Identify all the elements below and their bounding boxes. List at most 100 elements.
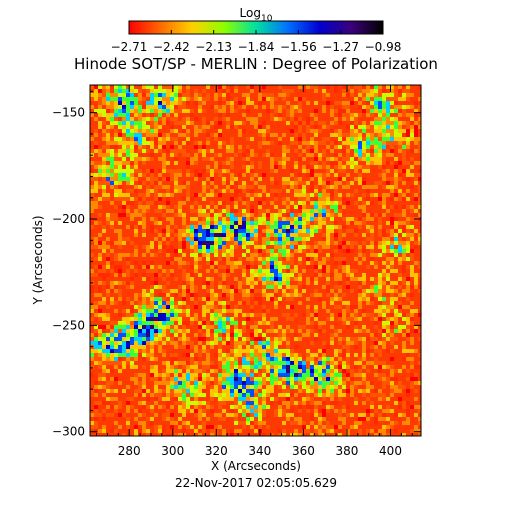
heatmap-cell (106, 109, 110, 113)
heatmap-cell (206, 381, 210, 385)
heatmap-cell (386, 305, 390, 309)
heatmap-cell (398, 177, 402, 181)
heatmap-cell (326, 369, 330, 373)
heatmap-cell (118, 181, 122, 185)
heatmap-cell (166, 385, 170, 389)
heatmap-cell (294, 161, 298, 165)
heatmap-cell (166, 177, 170, 181)
heatmap-cell (238, 173, 242, 177)
heatmap-cell (390, 93, 394, 97)
heatmap-cell (350, 377, 354, 381)
heatmap-cell (338, 425, 342, 429)
heatmap-cell (138, 337, 142, 341)
heatmap-cell (98, 89, 102, 93)
heatmap-cell (366, 225, 370, 229)
heatmap-cell (154, 193, 158, 197)
heatmap-cell (314, 309, 318, 313)
heatmap-cell (414, 113, 418, 117)
heatmap-cell (366, 229, 370, 233)
heatmap-cell (306, 361, 310, 365)
heatmap-cell (130, 321, 134, 325)
heatmap-cell (162, 277, 166, 281)
heatmap-cell (418, 189, 421, 193)
heatmap-cell (102, 341, 106, 345)
heatmap-cell (198, 105, 202, 109)
heatmap-cell (286, 149, 290, 153)
heatmap-cell (186, 365, 190, 369)
heatmap-cell (118, 197, 122, 201)
heatmap-cell (362, 389, 366, 393)
heatmap-cell (254, 249, 258, 253)
heatmap-cell (230, 85, 234, 89)
heatmap-cell (246, 241, 250, 245)
heatmap-cell (266, 277, 270, 281)
heatmap-cell (182, 397, 186, 401)
heatmap-cell (306, 233, 310, 237)
heatmap-cell (378, 241, 382, 245)
heatmap-cell (406, 193, 410, 197)
heatmap-cell (222, 265, 226, 269)
heatmap-cell (270, 105, 274, 109)
heatmap-cell (278, 237, 282, 241)
heatmap-cell (90, 365, 94, 369)
heatmap-cell (142, 105, 146, 109)
heatmap-cell (106, 341, 110, 345)
heatmap-cell (198, 221, 202, 225)
heatmap-cell (298, 401, 302, 405)
heatmap-cell (326, 357, 330, 361)
heatmap-cell (290, 269, 294, 273)
heatmap-cell (250, 277, 254, 281)
heatmap-cell (366, 237, 370, 241)
heatmap-cell (358, 329, 362, 333)
heatmap-cell (394, 269, 398, 273)
heatmap-cell (114, 193, 118, 197)
heatmap-cell (94, 349, 98, 353)
heatmap-cell (182, 333, 186, 337)
heatmap-cell (194, 269, 198, 273)
heatmap-cell (378, 389, 382, 393)
heatmap-cell (122, 273, 126, 277)
heatmap-cell (230, 293, 234, 297)
heatmap-cell (406, 169, 410, 173)
heatmap-cell (302, 389, 306, 393)
heatmap-cell (418, 365, 421, 369)
heatmap-cell (406, 337, 410, 341)
heatmap-cell (394, 321, 398, 325)
heatmap-cell (330, 313, 334, 317)
heatmap-cell (158, 185, 162, 189)
heatmap-cell (194, 397, 198, 401)
heatmap-cell (318, 261, 322, 265)
heatmap-cell (402, 121, 406, 125)
heatmap-cell (218, 225, 222, 229)
heatmap-cell (146, 193, 150, 197)
heatmap-cell (110, 153, 114, 157)
heatmap-cell (122, 329, 126, 333)
heatmap-cell (262, 185, 266, 189)
heatmap-cell (158, 113, 162, 117)
heatmap-cell (238, 261, 242, 265)
heatmap-cell (410, 157, 414, 161)
heatmap-cell (326, 169, 330, 173)
heatmap-cell (194, 381, 198, 385)
heatmap-cell (202, 193, 206, 197)
heatmap-cell (166, 269, 170, 273)
heatmap-cell (330, 157, 334, 161)
heatmap-cell (106, 141, 110, 145)
heatmap-cell (382, 237, 386, 241)
heatmap-cell (126, 353, 130, 357)
heatmap-cell (90, 149, 94, 153)
heatmap-cell (358, 153, 362, 157)
heatmap-cell (150, 293, 154, 297)
heatmap-cell (194, 345, 198, 349)
heatmap-cell (138, 145, 142, 149)
heatmap-cell (158, 97, 162, 101)
heatmap-cell (310, 249, 314, 253)
heatmap-cell (138, 121, 142, 125)
heatmap-cell (162, 121, 166, 125)
heatmap-cell (318, 377, 322, 381)
heatmap-cell (290, 393, 294, 397)
heatmap-cell (138, 301, 142, 305)
heatmap-cell (162, 229, 166, 233)
heatmap-cell (178, 185, 182, 189)
